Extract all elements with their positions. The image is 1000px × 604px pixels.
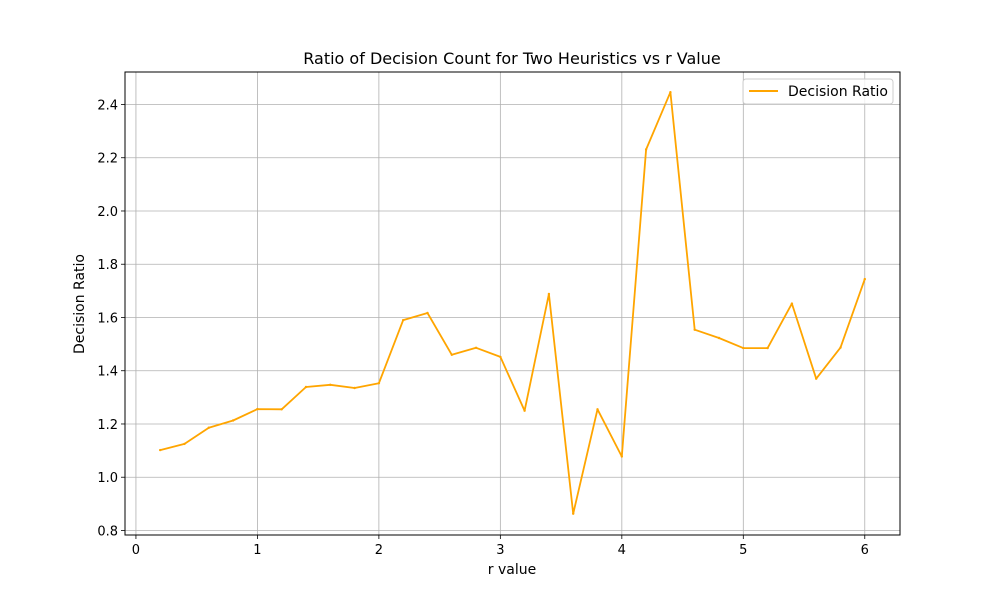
y-tick-label: 1.8 xyxy=(97,258,118,273)
legend: Decision Ratio xyxy=(742,78,894,105)
data-point xyxy=(183,442,186,446)
chart-title: Ratio of Decision Count for Two Heuristi… xyxy=(303,49,720,68)
y-axis-ticks: 0.8 1.0 1.2 1.4 1.6 1.8 2.0 2.2 2.4 xyxy=(97,98,125,539)
y-axis-label: Decision Ratio xyxy=(72,254,88,354)
x-tick-label: 3 xyxy=(496,543,504,558)
y-tick-label: 2.0 xyxy=(97,205,118,220)
data-point xyxy=(596,408,599,411)
data-point xyxy=(450,353,453,356)
y-tick-label: 1.2 xyxy=(97,418,118,433)
data-point xyxy=(426,311,429,315)
data-point xyxy=(159,448,162,452)
x-tick-label: 2 xyxy=(375,543,383,558)
data-point xyxy=(474,346,478,349)
data-point xyxy=(839,346,842,349)
data-point xyxy=(523,409,526,412)
data-point xyxy=(572,512,575,515)
y-tick-label: 2.4 xyxy=(97,98,118,113)
x-tick-label: 0 xyxy=(132,543,140,558)
data-point xyxy=(231,419,235,422)
plot-frame xyxy=(124,71,901,536)
data-point xyxy=(499,355,502,359)
legend-box xyxy=(742,78,894,105)
x-tick-label: 6 xyxy=(861,543,869,558)
data-point xyxy=(669,91,672,94)
data-point xyxy=(693,328,696,331)
series-layer xyxy=(159,91,866,515)
series-line xyxy=(159,91,866,515)
x-tick-label: 5 xyxy=(739,543,747,558)
x-axis-ticks: 0 1 2 3 4 5 6 xyxy=(132,535,869,558)
legend-label: Decision Ratio xyxy=(788,84,888,100)
data-point xyxy=(402,318,405,322)
data-point xyxy=(790,302,794,305)
data-point xyxy=(304,385,308,389)
data-point xyxy=(863,277,866,281)
x-axis-label: r value xyxy=(488,562,536,578)
data-point xyxy=(256,407,259,411)
data-point xyxy=(207,426,210,429)
data-point xyxy=(280,408,283,411)
data-point xyxy=(377,382,381,385)
data-point xyxy=(766,346,769,350)
x-tick-label: 1 xyxy=(253,543,261,558)
data-point xyxy=(547,292,551,296)
data-point xyxy=(644,148,648,151)
x-tick-label: 4 xyxy=(618,543,626,558)
y-tick-label: 1.0 xyxy=(97,471,118,486)
y-tick-label: 1.6 xyxy=(97,311,118,326)
data-point xyxy=(620,455,623,458)
data-point xyxy=(742,346,745,350)
data-point xyxy=(329,383,332,386)
grid-lines xyxy=(125,72,900,535)
data-point xyxy=(353,386,356,390)
data-point xyxy=(815,377,818,380)
y-tick-label: 0.8 xyxy=(97,524,118,539)
y-tick-label: 1.4 xyxy=(97,365,118,380)
data-point xyxy=(717,336,721,340)
y-tick-label: 2.2 xyxy=(97,152,118,167)
